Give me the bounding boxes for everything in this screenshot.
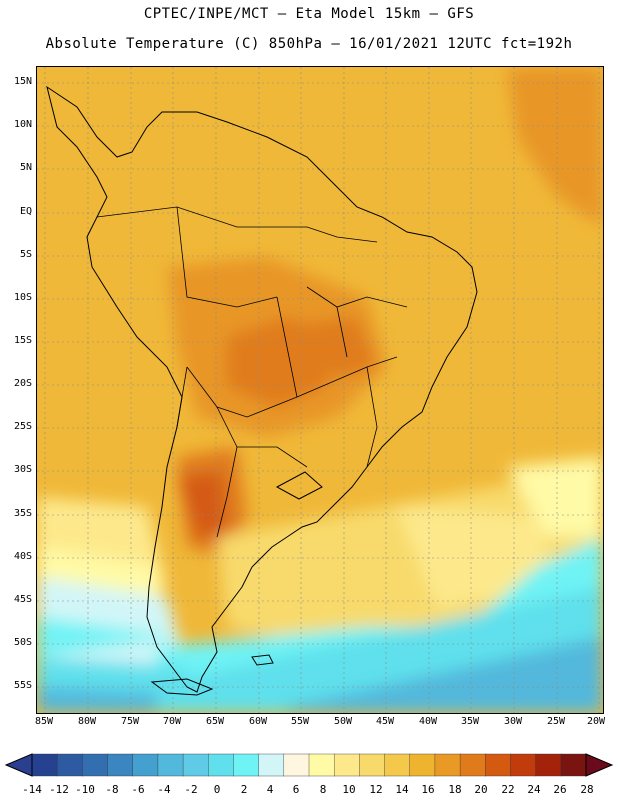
colorbar-label: -12: [49, 783, 69, 796]
colorbar-cell: [308, 753, 335, 777]
colorbar-label: 4: [266, 783, 274, 796]
colorbar-cell: [459, 753, 486, 777]
coastline: [46, 85, 478, 696]
colorbar-label: 28: [580, 783, 594, 796]
lon-label: 40W: [418, 716, 438, 727]
lon-label: 50W: [333, 716, 353, 727]
colorbar-cell: [560, 753, 587, 777]
colorbar-label: -6: [131, 783, 145, 796]
colorbar-high-arrow: [585, 753, 614, 777]
colorbar-low-arrow: [4, 753, 33, 777]
country-borders: [96, 206, 408, 538]
colorbar-label: 10: [342, 783, 356, 796]
lon-label: 45W: [375, 716, 395, 727]
temperature-field: [37, 67, 603, 713]
lat-label: 45S: [13, 594, 32, 605]
colorbar-cell: [56, 753, 84, 777]
colorbar-cell: [182, 753, 209, 777]
colorbar-label: 12: [369, 783, 383, 796]
lat-label: 50S: [13, 637, 32, 648]
colorbar-label: 2: [240, 783, 248, 796]
lon-label: 85W: [34, 716, 54, 727]
colorbar-label: 8: [319, 783, 327, 796]
lat-label: 40S: [13, 551, 32, 562]
colorbar-label: 16: [421, 783, 435, 796]
lon-label: 55W: [290, 716, 310, 727]
colorbar-label: -14: [22, 783, 42, 796]
lat-label: 15N: [13, 76, 32, 87]
colorbar-label: 20: [474, 783, 488, 796]
colorbar: [4, 753, 614, 777]
lat-label: EQ: [19, 206, 32, 217]
colorbar-cells: [31, 753, 587, 777]
map-gridlines: [37, 67, 603, 713]
lat-label: 10S: [13, 292, 32, 303]
colorbar-cell: [258, 753, 285, 777]
colorbar-cell: [132, 753, 159, 777]
colorbar-cell: [384, 753, 411, 777]
lat-label: 35S: [13, 508, 32, 519]
lat-label: 5N: [19, 162, 32, 173]
colorbar-label: 18: [448, 783, 462, 796]
lon-label: 25W: [546, 716, 566, 727]
colorbar-cell: [283, 753, 310, 777]
lat-label: 30S: [13, 464, 32, 475]
lat-label: 55S: [13, 680, 32, 691]
lat-label: 20S: [13, 378, 32, 389]
colorbar-label: 22: [501, 783, 515, 796]
colorbar-cell: [333, 753, 361, 777]
map-title-line1: CPTEC/INPE/MCT – Eta Model 15km – GFS: [143, 6, 475, 22]
colorbar-cell: [82, 753, 109, 777]
colorbar-label: 24: [527, 783, 541, 796]
lat-label: 5S: [19, 249, 32, 260]
colorbar-cell: [359, 753, 386, 777]
colorbar-cell: [434, 753, 461, 777]
lat-label: 25S: [13, 421, 32, 432]
colorbar-label: -10: [75, 783, 95, 796]
lat-label: 10N: [13, 119, 32, 130]
colorbar-label: 14: [395, 783, 409, 796]
lon-label: 75W: [120, 716, 140, 727]
lon-label: 30W: [503, 716, 523, 727]
colorbar-cell: [510, 753, 537, 777]
lon-label: 70W: [162, 716, 182, 727]
colorbar-cell: [233, 753, 260, 777]
colorbar-cell: [157, 753, 184, 777]
colorbar-label: -8: [105, 783, 119, 796]
colorbar-label: 6: [292, 783, 300, 796]
lon-label: 65W: [205, 716, 225, 727]
lon-label: 20W: [586, 716, 606, 727]
colorbar-label: 26: [553, 783, 567, 796]
map-title-line2: Absolute Temperature (C) 850hPa – 16/01/…: [45, 36, 573, 52]
lon-label: 80W: [77, 716, 97, 727]
colorbar-cell: [31, 753, 58, 777]
colorbar-label: 0: [213, 783, 221, 796]
lon-label: 35W: [460, 716, 480, 727]
colorbar-label: -2: [184, 783, 198, 796]
colorbar-cell: [208, 753, 235, 777]
lat-label: 15S: [13, 335, 32, 346]
lon-label: 60W: [248, 716, 268, 727]
colorbar-cell: [409, 753, 436, 777]
colorbar-cell: [535, 753, 562, 777]
temperature-map: [36, 66, 604, 714]
colorbar-label: -4: [157, 783, 171, 796]
colorbar-cell: [485, 753, 512, 777]
temperature-map-svg: [37, 67, 603, 713]
colorbar-cell: [107, 753, 134, 777]
